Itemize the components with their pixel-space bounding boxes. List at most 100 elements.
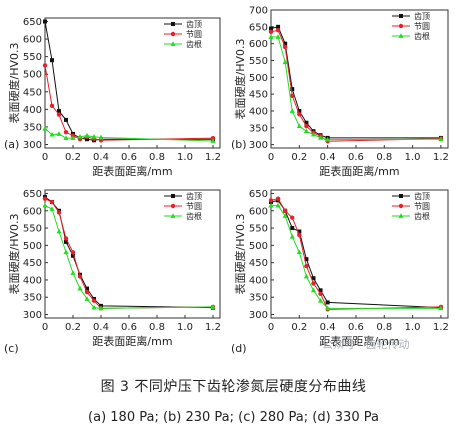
data-point [70,135,76,141]
y-tick-label: 650 [23,17,42,28]
legend-marker [399,194,403,198]
data-point [84,132,90,138]
legend-label: 节圆 [414,22,430,31]
x-tick-label: 0.8 [376,152,392,163]
data-point [296,249,302,255]
plot-frame [44,189,221,319]
legend-label: 齿根 [186,211,202,221]
x-tick-label: 0.8 [149,152,165,163]
data-point [268,29,274,35]
data-point [85,286,89,291]
y-tick-label: 550 [23,52,42,63]
data-point [438,305,444,311]
y-tick-label: 450 [249,90,268,101]
data-point [282,208,288,213]
data-point [70,250,76,255]
data-point [77,274,83,279]
data-point [56,228,62,234]
y-axis-label: 表面硬度/HV0.3 [233,39,247,120]
legend-marker [170,31,176,37]
x-tick-label: 1.2 [433,152,449,163]
data-point [438,136,444,142]
data-point [77,133,83,139]
data-point [91,133,97,139]
watermark-text: 公众号 · 齿轮传动 [322,338,410,351]
x-tick-label: 0.4 [320,152,336,163]
series-line-2 [270,29,441,142]
data-point [49,131,55,137]
data-point [289,108,295,113]
y-tick-label: 400 [23,275,42,286]
legend-marker [170,203,176,209]
x-tick-label: 1.2 [205,322,221,333]
legend-label: 齿根 [414,31,430,41]
data-point [297,232,302,238]
data-point [63,129,69,135]
data-point [297,108,302,113]
x-tick-label: 1.2 [433,322,449,333]
legend-marker [398,23,404,29]
legend-marker [171,22,175,26]
x-axis-label: 距表面距离/mm [319,334,399,348]
legend-marker [170,41,176,46]
x-tick-label: 0.4 [93,322,109,333]
data-point [57,109,61,114]
data-point [63,135,69,141]
y-tick-label: 450 [23,258,42,269]
data-point [325,305,331,311]
x-tick-label: 0.6 [121,152,137,163]
data-point [303,128,309,134]
data-point [317,135,324,140]
data-point [64,239,68,244]
data-point [325,300,330,305]
data-point [297,112,302,117]
data-point [290,215,295,220]
y-tick-label: 500 [23,241,42,252]
y-tick-label: 400 [249,106,268,117]
data-point [49,206,55,211]
y-tick-label: 700 [249,6,268,17]
legend-marker [398,213,404,218]
data-point [304,257,309,262]
data-point [275,196,281,201]
data-point [296,123,302,129]
data-point [290,93,295,99]
data-point [310,131,317,137]
data-point [91,304,97,310]
data-point [317,297,324,303]
x-tick-label: 1.0 [405,152,421,163]
data-point [56,112,62,117]
data-point [325,136,331,142]
y-tick-label: 600 [249,206,268,217]
y-tick-label: 350 [249,293,268,304]
legend-label: 节圆 [414,202,430,211]
x-tick-label: 0.4 [93,152,109,163]
panel-label: (c) [4,342,19,355]
x-tick-label: 0.6 [348,152,364,163]
data-point [84,296,90,301]
data-point [275,34,281,39]
y-tick-label: 450 [249,258,268,269]
x-tick-label: 0.2 [65,152,81,163]
y-tick-label: 600 [23,206,42,217]
y-axis-label: 表面硬度/HV0.3 [7,214,21,295]
data-point [42,63,48,68]
legend-marker [399,14,403,18]
data-point [42,125,48,131]
y-tick-label: 500 [23,70,42,81]
y-tick-label: 650 [249,189,268,200]
legend-marker [398,203,404,209]
x-axis-label: 距表面距离/mm [92,164,172,178]
x-tick-label: 0 [268,152,274,163]
x-tick-label: 0.2 [291,322,307,333]
y-tick-label: 400 [249,275,268,286]
x-tick-label: 1.0 [177,152,193,163]
series-line-3 [44,128,214,142]
data-point [42,202,48,208]
data-point [268,202,274,208]
y-tick-label: 300 [249,140,268,151]
y-tick-label: 350 [23,293,42,304]
x-tick-label: 0.4 [320,322,336,333]
legend-label: 齿根 [414,211,430,221]
x-tick-label: 0.8 [376,322,392,333]
